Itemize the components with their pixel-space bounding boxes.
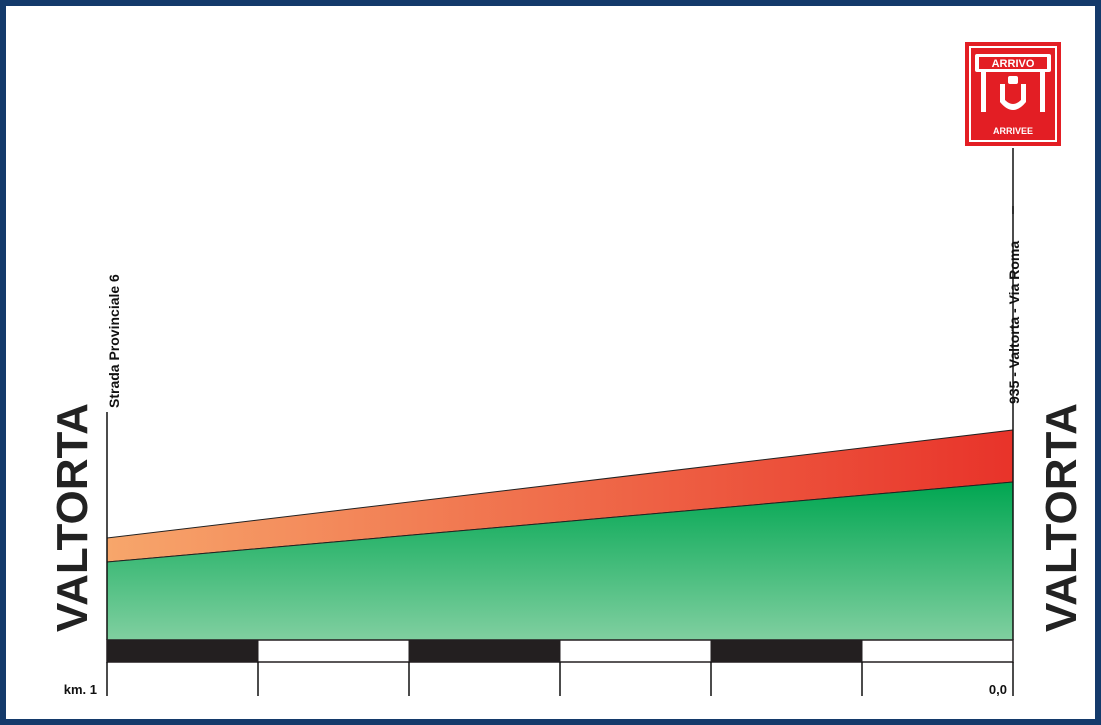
km-ticks bbox=[106, 662, 1014, 696]
start-location-label: Strada Provinciale 6 bbox=[106, 274, 122, 408]
finish-arch-icon bbox=[975, 54, 1051, 112]
start-km-label: km. 1 bbox=[64, 682, 97, 697]
finish-location-label: 935 - Valtorta - Via Roma bbox=[1006, 241, 1022, 404]
start-town-name: VALTORTA bbox=[48, 403, 97, 632]
arrivo-logo: ARRIVO ARRIVEE bbox=[965, 42, 1061, 146]
logo-top-text: ARRIVO bbox=[992, 58, 1035, 70]
finish-town-name: VALTORTA bbox=[1037, 403, 1086, 632]
logo-bottom-text: ARRIVEE bbox=[993, 126, 1033, 136]
finish-km-label: 0,0 bbox=[989, 682, 1007, 697]
distance-scale-bar bbox=[106, 639, 1014, 663]
